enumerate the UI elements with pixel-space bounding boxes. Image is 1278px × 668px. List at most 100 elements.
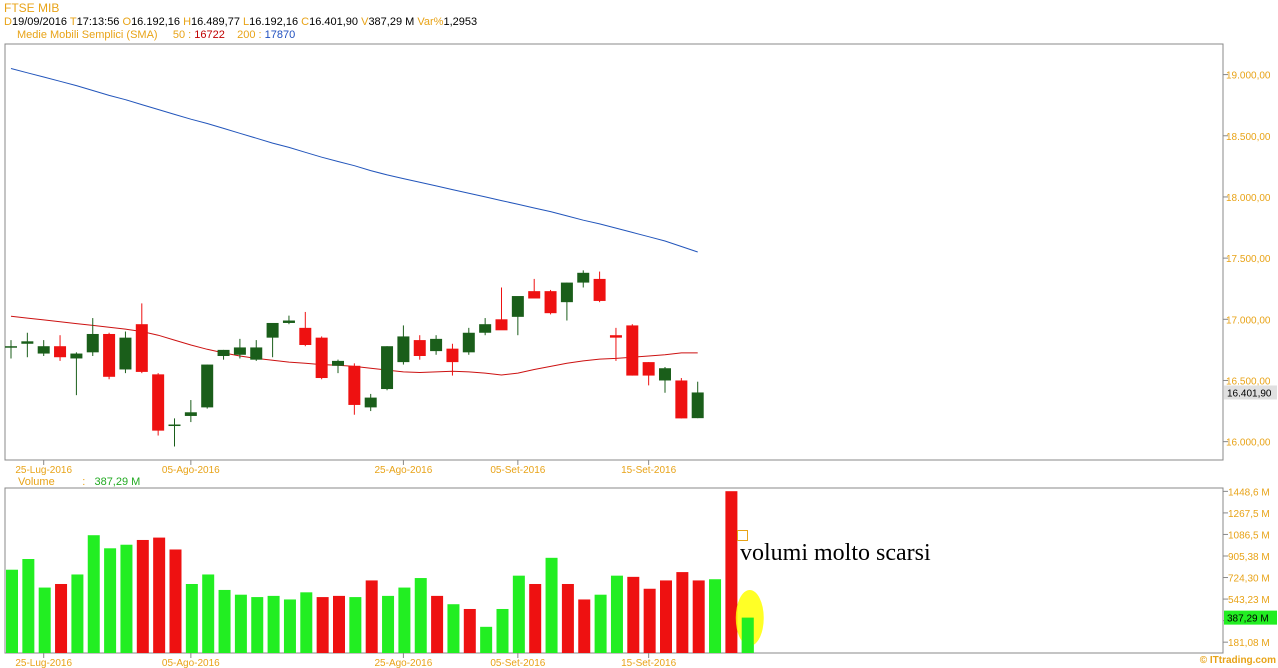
candle-body bbox=[152, 374, 165, 431]
open-value: 16.192,16 bbox=[131, 16, 180, 28]
volume-bar bbox=[251, 597, 264, 653]
candle-body bbox=[348, 365, 361, 405]
volume-bar bbox=[414, 578, 427, 653]
volume-legend-value: 387,29 M bbox=[94, 476, 141, 488]
candle-body bbox=[21, 341, 34, 344]
candle bbox=[381, 346, 394, 391]
instrument-title: FTSE MIB bbox=[4, 1, 60, 15]
candle-body bbox=[70, 353, 83, 359]
candle-body bbox=[397, 336, 410, 363]
price-tick-label: 17.000,00 bbox=[1226, 315, 1271, 326]
candle-body bbox=[54, 346, 67, 358]
candle bbox=[282, 315, 295, 325]
volume-value: 387,29 M bbox=[368, 16, 415, 28]
volume-bar bbox=[267, 595, 280, 653]
high-key: H bbox=[183, 16, 192, 28]
var-key: Var% bbox=[417, 16, 444, 28]
date-tick-label: 15-Set-2016 bbox=[621, 465, 676, 476]
volume-bar bbox=[218, 589, 231, 653]
date-value: 19/09/2016 bbox=[11, 16, 68, 28]
candle-body bbox=[37, 346, 50, 354]
time-key: T bbox=[69, 16, 77, 28]
candle bbox=[626, 324, 639, 376]
candle bbox=[201, 364, 214, 409]
candle bbox=[5, 340, 17, 359]
candle-body bbox=[609, 335, 622, 338]
sma200-value: 17870 bbox=[264, 29, 296, 41]
volume-date-tick-label: 25-Lug-2016 bbox=[15, 658, 72, 668]
low-key: L bbox=[243, 16, 250, 28]
volume-date-tick-label: 25-Ago-2016 bbox=[374, 658, 432, 668]
candle bbox=[495, 287, 508, 331]
annotation-text: volumi molto scarsi bbox=[740, 540, 931, 566]
sma50-value: 16722 bbox=[194, 29, 225, 41]
candle bbox=[560, 282, 573, 321]
candle-body bbox=[250, 347, 263, 360]
candle bbox=[364, 393, 377, 412]
volume-label: Volume bbox=[18, 476, 55, 488]
volume-bar bbox=[71, 574, 84, 653]
sma-legend: Medie Mobili Semplici (SMA) 50 : 16722 2… bbox=[17, 29, 295, 41]
candle bbox=[528, 278, 541, 299]
volume-bar bbox=[578, 599, 591, 653]
candle bbox=[593, 271, 606, 303]
candle bbox=[413, 335, 426, 360]
candle bbox=[119, 331, 132, 374]
volume-date-tick-label: 05-Set-2016 bbox=[490, 658, 545, 668]
volume-bar bbox=[87, 535, 100, 653]
candle-body bbox=[201, 364, 214, 408]
candle-body bbox=[511, 296, 524, 317]
candle bbox=[675, 378, 688, 419]
volume-bar bbox=[480, 626, 493, 653]
candle-body bbox=[266, 322, 279, 338]
candle-body bbox=[593, 278, 606, 301]
volume-tick-label: 724,30 M bbox=[1228, 574, 1270, 585]
candle-body bbox=[103, 333, 116, 377]
candle bbox=[266, 322, 279, 358]
candle-body bbox=[413, 340, 426, 356]
volume-bar bbox=[529, 583, 542, 653]
candle bbox=[135, 303, 148, 374]
volume-tick-label: 543,23 M bbox=[1228, 595, 1270, 606]
volume-bar bbox=[283, 599, 296, 653]
candle-body bbox=[364, 397, 377, 408]
volume-bar bbox=[6, 569, 18, 653]
volume-bar bbox=[496, 608, 509, 653]
time-value: 17:13:56 bbox=[76, 16, 120, 28]
last-volume-bar bbox=[741, 617, 754, 653]
candle-body bbox=[332, 360, 344, 366]
volume-bar bbox=[55, 583, 68, 653]
candle-body bbox=[495, 319, 508, 331]
price-tick-label: 19.000,00 bbox=[1226, 71, 1271, 82]
candle bbox=[446, 343, 459, 376]
volume-bar bbox=[120, 544, 133, 653]
last-volume-box bbox=[1224, 610, 1277, 625]
credit-text: © ITtrading.com bbox=[1199, 655, 1276, 666]
candle bbox=[70, 352, 83, 396]
volume-bar bbox=[561, 583, 574, 653]
candle bbox=[642, 362, 655, 386]
candle-body bbox=[479, 324, 492, 333]
candle-body bbox=[299, 327, 312, 345]
volume-bar bbox=[545, 557, 558, 653]
candle bbox=[544, 289, 557, 315]
open-key: O bbox=[122, 16, 132, 28]
candle bbox=[103, 332, 116, 380]
candle-body bbox=[5, 346, 17, 348]
volume-bar bbox=[660, 580, 672, 653]
volume-bar bbox=[512, 575, 525, 653]
candle-body bbox=[626, 325, 639, 376]
volume-bar bbox=[38, 587, 51, 653]
candle-body bbox=[430, 338, 443, 352]
sma200-line bbox=[10, 68, 698, 253]
volume-key: V bbox=[361, 16, 369, 28]
volume-bar bbox=[594, 594, 607, 653]
price-panel bbox=[4, 43, 1224, 461]
candle-body bbox=[315, 337, 328, 379]
volume-bar bbox=[610, 575, 623, 653]
sma-label: Medie Mobili Semplici (SMA) bbox=[17, 29, 158, 41]
volume-sep: : bbox=[82, 476, 86, 488]
candle-body bbox=[560, 282, 573, 303]
candle bbox=[217, 349, 230, 360]
